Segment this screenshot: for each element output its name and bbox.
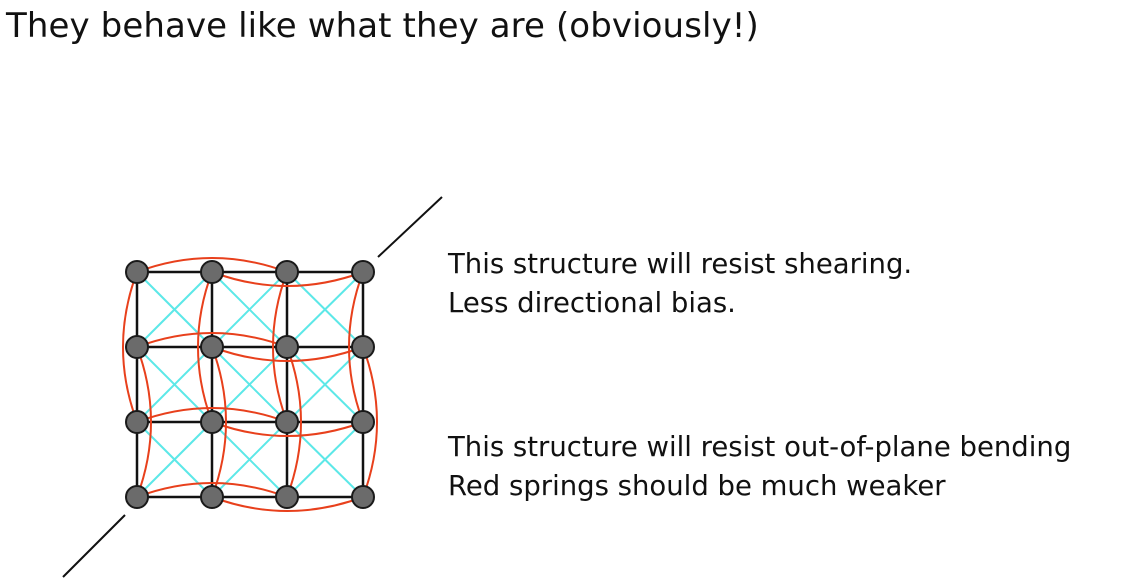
bending-springs	[122, 257, 378, 512]
bending-spring	[211, 346, 364, 362]
mass-node	[351, 485, 375, 509]
bending-spring	[136, 257, 288, 273]
shear-note-line-2: Less directional bias.	[448, 287, 736, 319]
axis-line-lower	[62, 514, 126, 578]
mass-node	[200, 410, 224, 434]
bending-note-line-2: Red springs should be much weaker	[448, 470, 946, 502]
shear-spring	[211, 271, 288, 348]
normal-axis-lines	[62, 196, 443, 578]
bending-spring	[136, 482, 288, 498]
slide-title: They behave like what they are (obviousl…	[6, 6, 759, 46]
bending-spring	[362, 346, 378, 498]
mass-node	[275, 335, 299, 359]
mass-node	[351, 260, 375, 284]
bending-note: This structure will resist out-of-plane …	[448, 428, 1071, 506]
bending-spring	[211, 421, 364, 437]
mass-node	[351, 410, 375, 434]
mass-node	[125, 485, 149, 509]
bending-spring	[272, 271, 288, 423]
mass-node	[125, 260, 149, 284]
bending-spring	[211, 346, 227, 498]
bending-spring	[136, 407, 288, 423]
bending-spring	[286, 346, 302, 498]
mass-node	[200, 485, 224, 509]
mass-node	[200, 260, 224, 284]
mass-node	[351, 335, 375, 359]
mass-node	[200, 335, 224, 359]
bending-note-line-1: This structure will resist out-of-plane …	[448, 431, 1072, 463]
bending-spring	[197, 271, 213, 423]
mass-node	[125, 410, 149, 434]
shear-spring	[286, 271, 364, 348]
bending-spring	[211, 496, 364, 512]
mass-node	[275, 485, 299, 509]
bending-spring	[136, 332, 288, 348]
bending-spring	[211, 271, 364, 287]
shear-spring	[211, 421, 288, 498]
shear-spring	[286, 421, 364, 498]
mass-nodes	[125, 260, 375, 509]
shear-note: This structure will resist shearing. Les…	[448, 245, 912, 323]
bending-spring	[348, 271, 364, 423]
mass-node	[275, 260, 299, 284]
shear-spring	[136, 346, 213, 423]
structural-springs	[135, 270, 365, 499]
shear-spring	[136, 421, 213, 498]
shear-note-line-1: This structure will resist shearing.	[448, 248, 913, 280]
mass-node	[275, 410, 299, 434]
shear-spring	[136, 271, 213, 348]
axis-line-upper	[377, 196, 443, 258]
shear-springs	[136, 271, 364, 498]
bending-spring	[136, 346, 152, 498]
shear-spring	[211, 346, 288, 423]
bending-spring	[122, 271, 138, 423]
mass-node	[125, 335, 149, 359]
